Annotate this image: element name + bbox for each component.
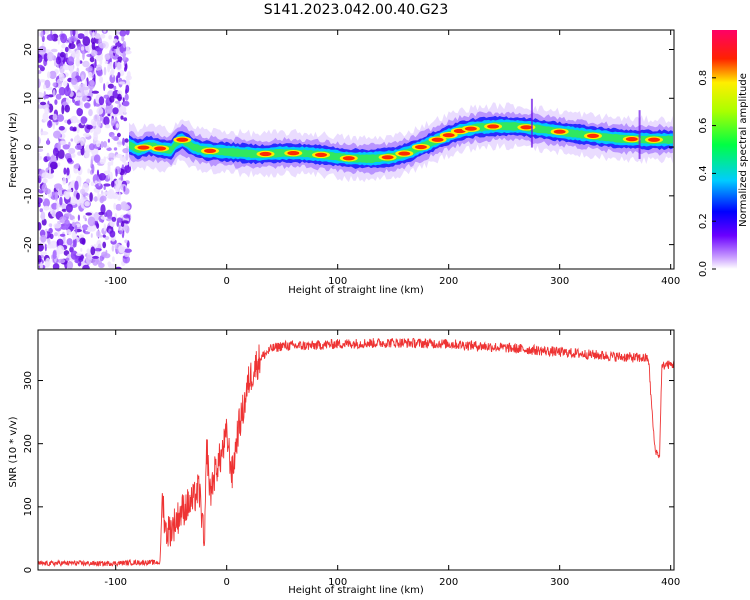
y-tick-label: 300: [23, 371, 34, 390]
x-tick-label: -100: [104, 276, 127, 287]
snr-ticks: -100 0 100 200 300 400 0 100 200 300: [23, 330, 680, 588]
colorbar-tick-label: 0.2: [698, 213, 709, 229]
spectrogram-y-label: Frequency (Hz): [8, 112, 19, 188]
x-tick-label: 300: [550, 276, 569, 287]
y-tick-label: 10: [23, 92, 34, 105]
x-tick-label: 0: [224, 276, 230, 287]
colorbar-tick-label: 0.6: [698, 118, 709, 134]
y-tick-label: 20: [23, 43, 34, 56]
colorbar-tick-label: 0.0: [698, 261, 709, 277]
x-tick-label: 100: [328, 577, 347, 588]
y-tick-label: 0: [23, 567, 34, 573]
spectrogram-noise-layer: [38, 30, 132, 269]
snr-series-line: [38, 337, 674, 568]
snr-frame: [37, 329, 675, 571]
x-tick-label: 200: [439, 577, 458, 588]
figure-title: S141.2023.042.00.40.G23: [264, 2, 449, 18]
y-tick-label: 100: [23, 497, 34, 516]
snr-series-group: [38, 337, 674, 568]
colorbar-label: Normalized spectral amplitude: [738, 73, 749, 227]
x-tick-label: 400: [661, 577, 680, 588]
y-tick-label: -10: [23, 188, 34, 204]
spectrogram-ridge-layer: [129, 98, 673, 183]
colorbar-tick-label: 0.4: [698, 165, 709, 181]
snr-x-label: Height of straight line (km): [288, 585, 424, 596]
y-tick-label: 200: [23, 434, 34, 453]
colorbar: 0.0 0.2 0.4 0.6 0.8 Normalized spectral ampl…: [698, 30, 749, 277]
colorbar-ticks: 0.0 0.2 0.4 0.6 0.8: [698, 70, 716, 277]
spectrogram-x-label: Height of straight line (km): [288, 285, 424, 296]
x-tick-label: 400: [661, 276, 680, 287]
x-tick-label: 300: [550, 577, 569, 588]
snr-background: [38, 330, 674, 570]
x-tick-label: 0: [224, 577, 230, 588]
colorbar-tick-label: 0.8: [698, 70, 709, 86]
y-tick-label: 0: [23, 144, 34, 150]
snr-y-label: SNR (10 * v/v): [8, 416, 19, 487]
x-tick-label: 100: [328, 276, 347, 287]
snr-panel: -100 0 100 200 300 400 0 100 200 300 Height of st…: [8, 329, 680, 596]
spectrogram-frame: [37, 29, 675, 270]
colorbar-gradient: [712, 30, 737, 269]
x-tick-label: 200: [439, 276, 458, 287]
y-tick-label: -20: [23, 236, 34, 252]
x-tick-label: -100: [104, 577, 127, 588]
